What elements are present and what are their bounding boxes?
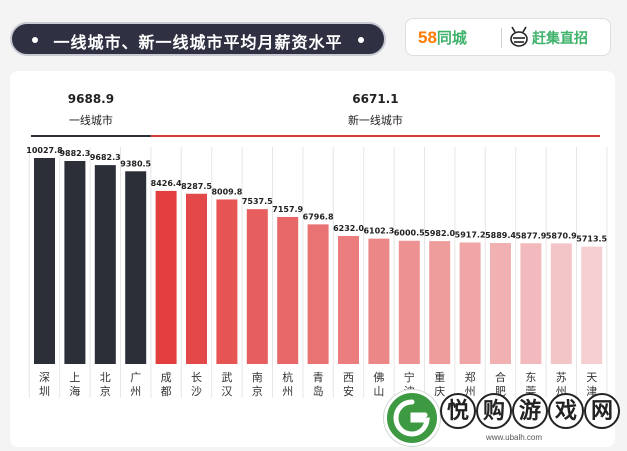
category-label: 青 [313, 371, 324, 384]
category-label: 津 [586, 385, 597, 398]
category-label: 京 [100, 384, 111, 398]
bar-南京 [246, 209, 268, 364]
bullet-dot-icon [358, 37, 364, 43]
watermark-logo-icon [384, 390, 440, 446]
brand-58-name: 同城 [436, 30, 467, 47]
bar-北京 [94, 165, 116, 364]
bar-重庆 [429, 241, 451, 364]
category-label: 重 [434, 370, 445, 384]
category-label: 圳 [39, 385, 50, 398]
category-label: 成 [161, 371, 172, 384]
category-label: 都 [161, 385, 172, 398]
bar-value-label: 9380.5 [120, 159, 151, 168]
bar-苏州 [550, 243, 572, 364]
watermark-char: 戏 [548, 393, 584, 429]
bar-value-label: 6232.0 [333, 224, 364, 233]
bar-value-label: 8287.5 [181, 182, 212, 191]
category-label: 莞 [525, 385, 536, 398]
watermark-char: 购 [476, 393, 512, 429]
bar-value-label: 8009.8 [211, 187, 242, 196]
category-label: 杭 [282, 370, 293, 384]
category-label: 广 [130, 371, 141, 384]
category-label: 西 [343, 371, 354, 384]
bar-value-label: 5713.5 [576, 235, 607, 244]
bar-西安 [338, 235, 359, 364]
bar-value-label: 5877.9 [515, 231, 546, 240]
category-label: 长 [191, 371, 202, 384]
category-label: 州 [282, 385, 293, 398]
bar-value-label: 6000.5 [394, 229, 425, 238]
bar-value-label: 9882.3 [59, 149, 90, 158]
leaf-icon [393, 399, 430, 437]
category-label: 庆 [434, 384, 445, 398]
bar-value-label: 5917.2 [455, 230, 486, 239]
bar-佛山 [368, 238, 390, 364]
category-label: 京 [252, 384, 263, 398]
category-label: 合 [495, 370, 506, 384]
bar-深圳 [34, 158, 55, 364]
watermark-url: www.ubalh.com [486, 433, 543, 442]
chart-title: 一线城市、新一线城市平均月薪资水平 [53, 33, 343, 52]
bar-郑州 [459, 242, 481, 364]
bar-东莞 [520, 243, 542, 364]
bar-上海 [64, 160, 86, 364]
title-banner: 一线城市、新一线城市平均月薪资水平 [10, 22, 386, 56]
bullet-dot-icon [32, 37, 38, 43]
group-average-label: 9688.9 [68, 92, 114, 106]
bar-广州 [125, 171, 147, 364]
bar-value-label: 7537.5 [242, 197, 273, 206]
bar-value-label: 8426.4 [151, 179, 182, 188]
brand-58-number: 58 [418, 28, 437, 47]
category-label: 佛 [373, 371, 384, 384]
category-label: 安 [343, 384, 354, 398]
brand-app-name: 赶集直招 [532, 31, 588, 47]
bar-value-label: 9682.3 [90, 153, 121, 162]
bar-长沙 [186, 193, 207, 364]
bar-成都 [155, 190, 177, 364]
bee-mascot-icon [510, 26, 528, 47]
category-label: 宁 [404, 370, 415, 384]
bar-value-label: 5889.4 [485, 231, 516, 240]
category-label: 武 [221, 371, 232, 384]
bar-value-label: 10027.8 [26, 146, 63, 155]
brand-logo-box: 58同城 赶集直招 [405, 18, 611, 56]
watermark-char: 游 [512, 393, 548, 429]
group-average-label: 6671.1 [352, 92, 398, 106]
group-name-label: 一线城市 [69, 113, 113, 127]
bar-宁波 [398, 240, 420, 364]
bar-武汉 [216, 199, 238, 364]
category-label: 州 [130, 385, 141, 398]
bar-value-label: 5982.0 [424, 229, 455, 238]
bar-杭州 [277, 216, 299, 364]
group-name-label: 新一线城市 [348, 113, 403, 127]
category-label: 天 [586, 371, 597, 384]
category-label: 州 [465, 385, 476, 398]
category-label: 汉 [221, 385, 232, 398]
category-label: 海 [69, 384, 80, 398]
category-label: 沙 [191, 385, 202, 398]
bar-天津 [581, 246, 603, 364]
category-label: 北 [100, 371, 111, 384]
bar-value-label: 6102.3 [363, 227, 394, 236]
brand-divider [501, 28, 502, 48]
bar-value-label: 5870.9 [546, 231, 577, 240]
bar-青岛 [307, 224, 329, 364]
category-label: 岛 [313, 384, 324, 398]
category-label: 南 [252, 371, 263, 384]
category-label: 苏 [556, 371, 567, 384]
bar-合肥 [490, 243, 511, 364]
category-label: 深 [39, 371, 50, 384]
watermark-char: 网 [584, 393, 620, 429]
category-label: 肥 [495, 385, 506, 398]
category-label: 郑 [465, 370, 476, 384]
category-label: 上 [69, 371, 80, 384]
watermark-char: 悦 [440, 393, 476, 429]
category-label: 州 [556, 385, 567, 398]
brand-58-logo: 58同城 [418, 27, 467, 48]
category-label: 山 [373, 385, 384, 398]
category-label: 东 [525, 371, 536, 384]
bar-value-label: 7157.9 [272, 205, 303, 214]
bar-value-label: 6796.8 [303, 212, 334, 221]
